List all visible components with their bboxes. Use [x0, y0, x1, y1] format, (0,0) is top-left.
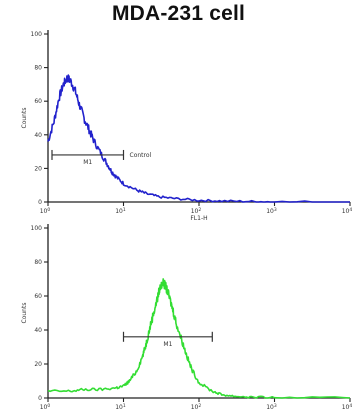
gate-label: M1 [163, 341, 172, 348]
y-tick-label: 0 [38, 199, 42, 206]
y-tick-label: 60 [34, 293, 42, 300]
x-tick-label: 104 [342, 207, 353, 215]
y-tick-label: 80 [34, 259, 42, 266]
y-tick-label: 100 [31, 31, 43, 38]
x-tick-label: 104 [342, 403, 353, 411]
x-tick-label: 100 [40, 207, 51, 215]
y-tick-label: 40 [34, 132, 42, 139]
y-tick-label: 20 [34, 165, 42, 172]
histogram-series-1 [47, 74, 350, 203]
x-tick-label: 102 [191, 207, 202, 215]
y-tick-label: 0 [38, 395, 42, 402]
x-tick-label: 101 [115, 207, 126, 215]
annotation-label: Control [130, 152, 152, 159]
y-axis-label: Counts [21, 303, 28, 324]
y-axis-label: Counts [21, 108, 28, 129]
x-axis-label: FL1-H [190, 215, 207, 222]
x-tick-label: 102 [191, 403, 202, 411]
x-tick-label: 100 [40, 403, 51, 411]
chart-title: MDA-231 cell [111, 2, 246, 25]
x-tick-label: 103 [266, 207, 277, 215]
x-tick-label: 101 [115, 403, 126, 411]
y-tick-label: 60 [34, 98, 42, 105]
y-tick-label: 40 [34, 327, 42, 334]
y-tick-label: 20 [34, 361, 42, 368]
y-tick-label: 100 [31, 225, 43, 232]
x-tick-label: 103 [266, 403, 277, 411]
histogram-series-2 [47, 278, 351, 399]
y-tick-label: 80 [34, 65, 42, 72]
gate-label: M1 [83, 159, 92, 166]
